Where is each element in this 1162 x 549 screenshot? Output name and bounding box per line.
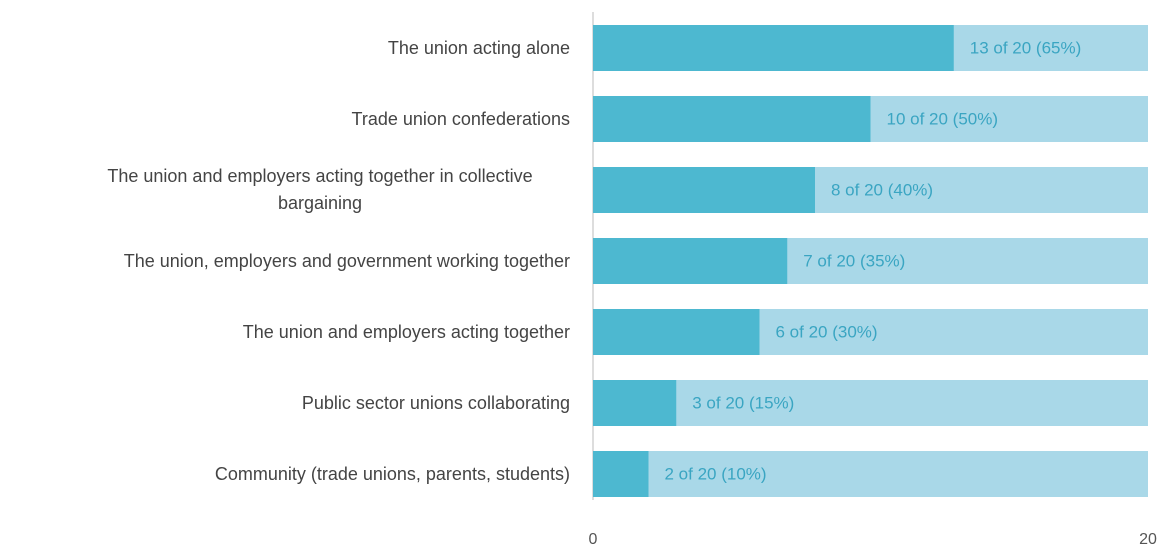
bar (593, 96, 871, 142)
category-label-box: Community (trade unions, parents, studen… (0, 444, 570, 504)
category-label: The union acting alone (387, 37, 570, 58)
category-label-box: The union, employers and government work… (0, 231, 570, 291)
value-label: 7 of 20 (35%) (803, 251, 905, 270)
value-label: 3 of 20 (15%) (692, 393, 794, 412)
bar-background (593, 451, 1148, 497)
x-tick-label: 0 (589, 531, 598, 548)
value-label: 10 of 20 (50%) (887, 109, 999, 128)
value-label: 2 of 20 (10%) (665, 464, 767, 483)
value-label: 13 of 20 (65%) (970, 38, 1082, 57)
bar (593, 238, 788, 284)
bar (593, 167, 815, 213)
value-label: 8 of 20 (40%) (831, 180, 933, 199)
category-label-box: The union acting alone (0, 18, 570, 78)
category-label-box: The union and employers acting together (0, 302, 570, 362)
bar (593, 25, 954, 71)
category-label: The union and employers acting together (242, 321, 570, 342)
x-tick-label: 20 (1139, 531, 1157, 548)
bar (593, 451, 649, 497)
value-label: 6 of 20 (30%) (776, 322, 878, 341)
bar (593, 380, 677, 426)
category-label-box: The union and employers acting together … (0, 160, 570, 220)
category-label: Community (trade unions, parents, studen… (214, 463, 570, 484)
bar (593, 309, 760, 355)
category-label: Trade union confederations (351, 108, 570, 129)
category-label: The union and employers acting together … (107, 166, 533, 213)
category-label: Public sector unions collaborating (301, 392, 570, 413)
category-label: The union, employers and government work… (123, 250, 570, 271)
bar-background (593, 380, 1148, 426)
category-label-box: Trade union confederations (0, 89, 570, 149)
category-label-box: Public sector unions collaborating (0, 373, 570, 433)
